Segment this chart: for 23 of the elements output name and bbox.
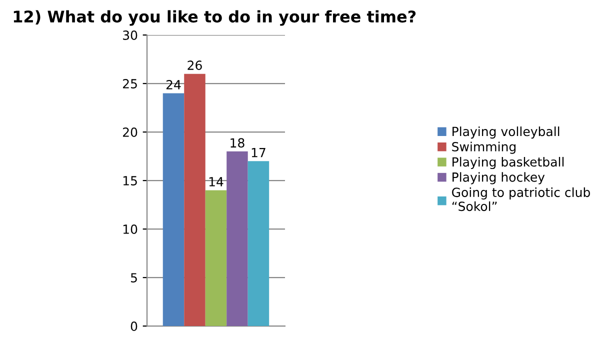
y-tick-label: 20 — [122, 128, 138, 137]
y-tick-label: 5 — [131, 273, 137, 282]
legend-label: Swimming — [452, 142, 516, 154]
legend-label: Playing hockey — [452, 172, 545, 184]
bar — [184, 74, 206, 326]
y-tick-label: 0 — [130, 322, 138, 331]
data-label: 18 — [230, 138, 244, 148]
bar — [205, 190, 227, 326]
legend-label: Going to patriotic club “Sokol” — [452, 187, 590, 212]
y-tick-label: 10 — [123, 224, 138, 234]
y-tick-label: 25 — [122, 79, 137, 88]
bar — [226, 151, 248, 326]
y-tick-label: 15 — [123, 176, 137, 186]
chart-title: 12) What do you like to do in your free time? — [14, 10, 416, 26]
legend-label: Playing basketball — [452, 156, 564, 170]
y-tick-label: 30 — [123, 30, 138, 40]
legend-label: Playing volleyball — [452, 126, 560, 139]
bar — [248, 161, 270, 326]
data-label: 26 — [188, 60, 202, 70]
data-label: 17 — [252, 148, 266, 158]
bar — [162, 93, 184, 326]
data-label: 24 — [166, 80, 181, 90]
data-label: 14 — [209, 177, 224, 186]
